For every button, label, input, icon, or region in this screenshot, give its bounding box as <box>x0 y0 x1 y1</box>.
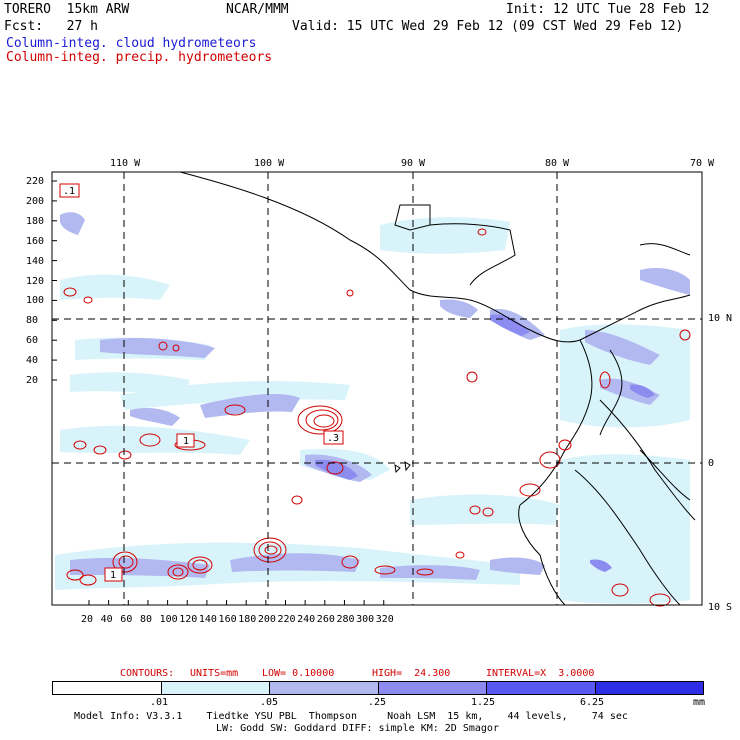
bottom-tick-label: 80 <box>139 614 152 625</box>
bottom-tick-label: 120 <box>179 614 198 625</box>
valid-time: Valid: 15 UTC Wed 29 Feb 12 (09 CST Wed … <box>292 19 684 34</box>
bottom-tick-label: 220 <box>277 614 296 625</box>
lat-label: 10 N <box>708 313 733 324</box>
colorbar-swatch <box>487 682 596 694</box>
model-name: TORERO 15km ARW <box>4 2 130 17</box>
graticule <box>52 172 702 605</box>
contour-title: CONTOURS: <box>120 668 175 679</box>
left-tick-label: 160 <box>26 235 45 247</box>
physics-info: LW: Godd SW: Goddard DIFF: simple KM: 2D… <box>216 723 499 734</box>
colorbar-label: .01 <box>150 697 169 708</box>
bottom-tick-label: 240 <box>297 614 316 625</box>
colorbar-label: 1.25 <box>471 697 496 708</box>
contour-units: UNITS=mm <box>190 668 239 679</box>
field-precip-label: Column-integ. precip. hydrometeors <box>6 50 273 65</box>
colorbar-units: mm <box>693 697 706 708</box>
lat-label: 10 S <box>708 602 733 613</box>
field-cloud-label: Column-integ. cloud hydrometeors <box>6 36 257 51</box>
contour-label: 1 <box>183 436 190 447</box>
lat-label: 0 <box>708 458 715 469</box>
lon-label: 90 W <box>401 158 426 169</box>
lon-label: 110 W <box>110 158 141 169</box>
organization: NCAR/MMM <box>226 2 289 17</box>
colorbar-label: 6.25 <box>580 697 605 708</box>
colorbar-swatch <box>378 682 487 694</box>
bottom-tick-label: 40 <box>100 614 113 625</box>
colorbar-swatch <box>53 682 162 694</box>
left-tick-label: 140 <box>26 255 45 267</box>
contour-interval: INTERVAL=X 3.0000 <box>486 668 595 679</box>
bottom-tick-label: 160 <box>218 614 237 625</box>
colorbar-swatch <box>595 682 703 694</box>
lon-label: 100 W <box>254 158 285 169</box>
map-frame <box>51 171 703 606</box>
forecast-hour: Fcst: 27 h <box>4 19 98 34</box>
left-tick-label: 80 <box>26 315 39 327</box>
lon-label: 80 W <box>545 158 570 169</box>
left-tick-label: 20 <box>26 375 39 386</box>
colorbar-swatch <box>270 682 379 694</box>
colorbar-swatch <box>161 682 270 694</box>
contour-high: HIGH= 24.300 <box>372 668 451 679</box>
contour-low: LOW= 0.10000 <box>262 668 335 679</box>
bottom-tick-label: 280 <box>336 614 355 625</box>
contour-label: .3 <box>327 433 340 444</box>
bottom-tick-label: 320 <box>375 614 394 625</box>
bottom-tick-label: 20 <box>81 614 94 625</box>
contour-label: .1 <box>63 186 76 197</box>
colorbar <box>52 681 704 695</box>
bottom-tick-label: 180 <box>238 614 257 625</box>
bottom-tick-label: 200 <box>257 614 276 625</box>
left-tick-label: 60 <box>26 335 39 347</box>
left-tick-label: 120 <box>26 275 45 287</box>
coastline-layer <box>179 171 696 606</box>
bottom-tick-label: 100 <box>159 614 178 625</box>
colorbar-label: .25 <box>368 697 387 708</box>
left-tick-label: 180 <box>26 215 45 227</box>
left-tick-label: 40 <box>26 355 39 367</box>
cloud-shading-layer <box>55 212 690 604</box>
lon-label: 70 W <box>690 158 715 169</box>
bottom-tick-label: 260 <box>316 614 335 625</box>
colorbar-label: .05 <box>260 697 279 708</box>
init-time: Init: 12 UTC Tue 28 Feb 12 <box>506 2 710 17</box>
left-tick-label: 220 <box>26 176 45 187</box>
bottom-tick-label: 60 <box>120 614 133 625</box>
precip-contour-layer <box>63 228 691 607</box>
left-tick-label: 200 <box>26 195 45 207</box>
contour-label: 1 <box>110 570 117 581</box>
model-info: Model Info: V3.3.1 Tiedtke YSU PBL Thomp… <box>74 711 628 722</box>
bottom-tick-label: 300 <box>356 614 375 625</box>
left-tick-label: 100 <box>26 295 45 307</box>
bottom-tick-label: 140 <box>198 614 217 625</box>
